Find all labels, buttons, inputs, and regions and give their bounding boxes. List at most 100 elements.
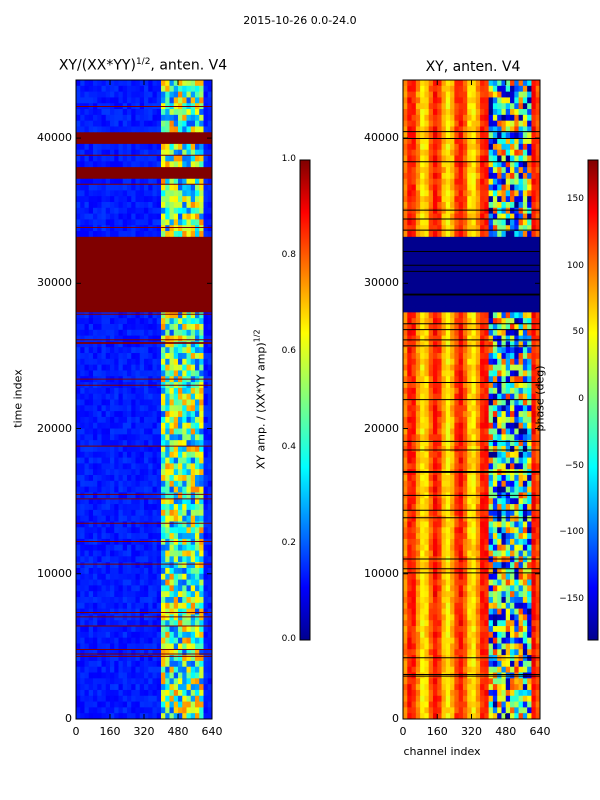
right-heatmap-cell (518, 271, 524, 278)
left-heatmap-cell (173, 538, 179, 546)
left-heatmap-cell (105, 527, 111, 534)
left-heatmap-cell (156, 138, 162, 145)
left-heatmap-cell (190, 544, 196, 551)
left-heatmap-cell (156, 353, 162, 360)
right-heatmap-cell (407, 306, 412, 313)
left-heatmap-cell (76, 643, 81, 650)
left-heatmap-cell (173, 190, 179, 197)
left-heatmap-cell (165, 120, 170, 127)
left-heatmap-cell (156, 655, 162, 662)
left-heatmap-cell (88, 178, 94, 185)
left-heatmap-cell (173, 213, 179, 220)
right-heatmap-cell (458, 260, 464, 267)
left-heatmap-cell (110, 451, 115, 458)
right-heatmap-cell (462, 132, 468, 139)
left-heatmap-cell (122, 463, 128, 470)
left-heatmap-cell (148, 562, 153, 569)
left-heatmap-cell (84, 689, 90, 697)
left-heatmap-cell (88, 550, 94, 557)
left-heatmap-cell (88, 579, 94, 586)
right-heatmap-cell (510, 155, 515, 162)
left-heatmap-cell (110, 573, 115, 580)
left-heatmap-cell (139, 713, 145, 720)
right-heatmap-cell (445, 80, 451, 87)
right-heatmap-cell (407, 219, 412, 226)
left-heatmap-cell (195, 260, 200, 267)
left-heatmap-cell (135, 190, 141, 197)
left-heatmap-cell (105, 405, 111, 412)
right-heatmap-cell (415, 271, 421, 278)
right-heatmap-cell (445, 190, 451, 197)
left-heatmap-cell (161, 626, 166, 633)
right-heatmap-cell (531, 219, 537, 226)
right-heatmap-cell (445, 161, 451, 168)
left-heatmap-cell (173, 120, 179, 127)
left-heatmap-cell (105, 562, 111, 569)
left-heatmap-cell (156, 132, 162, 139)
left-heatmap-cell (152, 265, 158, 273)
left-heatmap-cell (178, 509, 183, 517)
left-heatmap-cell (131, 562, 136, 569)
right-heatmap-cell (505, 97, 511, 104)
left-heatmap-cell (118, 91, 124, 98)
right-heatmap-cell (411, 335, 417, 342)
left-heatmap-cell (139, 196, 145, 203)
left-heatmap-cell (122, 660, 128, 668)
right-heatmap-cell (467, 178, 472, 185)
left-heatmap-cell (135, 149, 141, 156)
left-heatmap-cell (190, 341, 196, 348)
right-heatmap-cell (480, 277, 485, 284)
right-heatmap-cell (484, 91, 490, 98)
left-heatmap-cell (97, 666, 102, 673)
right-heatmap-cell (462, 80, 468, 87)
left-heatmap-cell (190, 701, 196, 708)
right-heatmap-cell (531, 155, 537, 162)
right-heatmap-cell (497, 196, 502, 203)
left-heatmap-cell (169, 614, 175, 621)
left-heatmap-cell (190, 370, 196, 377)
left-heatmap-cell (169, 254, 175, 261)
right-heatmap-cell (535, 149, 541, 156)
left-heatmap-cell (122, 544, 128, 551)
right-heatmap-cell (445, 85, 451, 93)
left-heatmap-cell (173, 689, 179, 697)
left-heatmap-cell (93, 591, 98, 598)
left-heatmap-cell (199, 109, 204, 116)
left-heatmap-cell (80, 434, 85, 441)
left-heatmap-cell (80, 172, 85, 180)
left-heatmap-cell (165, 678, 170, 685)
left-heatmap-cell (135, 579, 141, 586)
right-heatmap-cell (484, 231, 490, 238)
left-heatmap-cell (144, 678, 149, 685)
left-heatmap-cell (135, 527, 141, 534)
left-heatmap-cell (118, 579, 124, 586)
left-heatmap-cell (118, 440, 124, 447)
left-heatmap-cell (169, 440, 175, 447)
right-heatmap-cell (420, 219, 425, 226)
right-heatmap-cell (437, 178, 442, 185)
right-heatmap-cell (467, 260, 472, 267)
left-heatmap-cell (135, 655, 141, 662)
left-heatmap-cell (84, 196, 90, 203)
left-heatmap-cell (122, 260, 128, 267)
left-heatmap-cell (182, 318, 187, 325)
right-heatmap-cell (454, 138, 460, 145)
right-heatmap-cell (505, 190, 511, 197)
right-heatmap-cell (535, 201, 541, 209)
right-heatmap-cell (428, 97, 434, 104)
left-heatmap-cell (148, 323, 153, 331)
left-heatmap-cell (131, 591, 136, 598)
left-heatmap-cell (173, 684, 179, 691)
right-heatmap-cell (518, 149, 524, 156)
left-heatmap-cell (161, 190, 166, 197)
left-heatmap-cell (93, 573, 98, 580)
left-heatmap-cell (186, 236, 192, 244)
left-heatmap-cell (110, 126, 115, 133)
left-heatmap-cell (97, 631, 102, 639)
left-heatmap-cell (169, 138, 175, 145)
left-heatmap-cell (131, 80, 136, 87)
left-heatmap-cell (97, 172, 102, 180)
left-heatmap-cell (182, 416, 187, 424)
right-heatmap-cell (475, 149, 481, 156)
right-heatmap-cell (471, 219, 477, 226)
